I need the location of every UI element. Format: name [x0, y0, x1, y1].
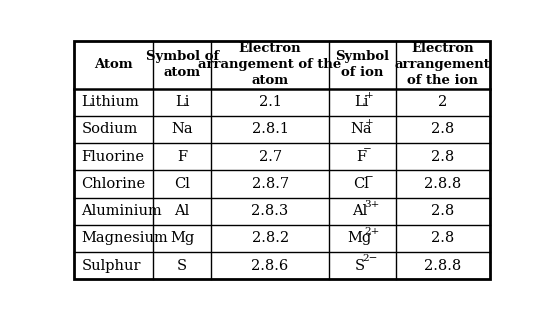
Text: Lithium: Lithium: [81, 95, 139, 109]
Text: +: +: [365, 118, 373, 127]
Text: Na: Na: [172, 122, 193, 136]
Text: 2.8: 2.8: [431, 150, 454, 164]
Text: 3+: 3+: [364, 200, 380, 209]
Text: 2.8: 2.8: [431, 204, 454, 218]
Text: −: −: [365, 172, 373, 182]
Text: Cl: Cl: [174, 177, 190, 191]
Text: Aluminium: Aluminium: [81, 204, 162, 218]
Text: 2: 2: [438, 95, 447, 109]
Text: Al: Al: [352, 204, 367, 218]
Text: +: +: [365, 91, 373, 100]
Text: Li: Li: [175, 95, 189, 109]
Text: 2.1: 2.1: [258, 95, 282, 109]
Text: Al: Al: [174, 204, 190, 218]
Text: −: −: [363, 146, 372, 154]
Text: Na: Na: [350, 122, 372, 136]
Text: Chlorine: Chlorine: [81, 177, 146, 191]
Text: F: F: [177, 150, 187, 164]
Text: 2.8: 2.8: [431, 122, 454, 136]
Text: 2.8.8: 2.8.8: [424, 177, 461, 191]
Text: Li: Li: [354, 95, 369, 109]
Text: F: F: [356, 150, 366, 164]
Text: S: S: [355, 259, 365, 273]
Text: Magnesium: Magnesium: [81, 231, 168, 245]
Text: Sodium: Sodium: [81, 122, 138, 136]
Text: 2.8.6: 2.8.6: [251, 259, 289, 273]
Text: 2.8.1: 2.8.1: [251, 122, 289, 136]
Text: 2+: 2+: [364, 227, 380, 236]
Text: Electron
arrangement of the
atom: Electron arrangement of the atom: [199, 42, 342, 87]
Text: 2.8.3: 2.8.3: [251, 204, 289, 218]
Text: Symbol of
atom: Symbol of atom: [146, 50, 219, 79]
Text: S: S: [177, 259, 187, 273]
Text: 2.8.8: 2.8.8: [424, 259, 461, 273]
Text: 2.8.7: 2.8.7: [251, 177, 289, 191]
Text: 2.8: 2.8: [431, 231, 454, 245]
Text: Electron
arrangement
of the ion: Electron arrangement of the ion: [395, 42, 491, 87]
Text: Symbol
of ion: Symbol of ion: [336, 50, 389, 79]
Text: 2.7: 2.7: [258, 150, 282, 164]
Text: Fluorine: Fluorine: [81, 150, 145, 164]
Text: Sulphur: Sulphur: [81, 259, 141, 273]
Text: Mg: Mg: [170, 231, 194, 245]
Text: Cl: Cl: [353, 177, 369, 191]
Text: 2.8.2: 2.8.2: [251, 231, 289, 245]
Text: Mg: Mg: [348, 231, 372, 245]
Text: 2−: 2−: [362, 254, 377, 263]
Text: Atom: Atom: [94, 58, 133, 71]
